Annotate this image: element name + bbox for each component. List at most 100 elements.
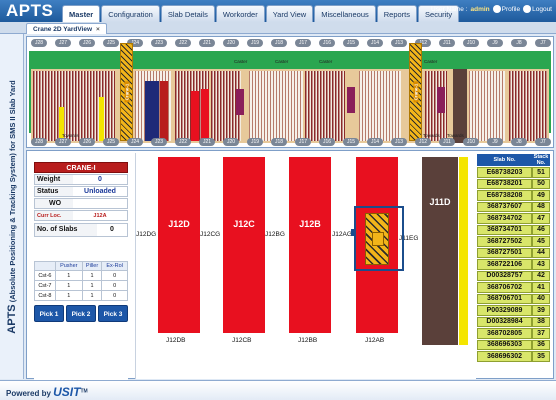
table-cell: 0 [101,270,128,281]
stack-bottom-label: J12BB [298,337,318,344]
logout-label: Logout [532,5,552,13]
info-key: No. of Slabs [35,224,97,236]
powered-by: Powered by USITTM [6,385,88,399]
gap-label: J12BG [265,231,285,238]
table-cell: Cst-8 [34,290,56,301]
crane-1-marker[interactable]: Crane-1 [120,43,133,141]
stack-number: 44 [532,247,550,258]
table-header [34,261,56,271]
yard-overview[interactable]: J28 J27 J26 J25 J24 J23 J22 J21 J20 J19 J18 J17 J16 J… [26,36,554,148]
logout-button[interactable]: Logout [523,5,552,13]
yard-column-label: J24 [127,138,143,146]
slab-row[interactable]: P00329089 39 [477,305,550,316]
crane-2-marker[interactable]: Crane-1 [409,43,422,141]
table-header: Ex-Rol [101,261,128,271]
crane-handle [351,229,356,236]
yard-column-label: J13 [391,39,407,47]
yard-column-label: J14 [367,39,383,47]
slab-row[interactable]: D00328984 38 [477,316,550,327]
stack-j12b[interactable]: J12B [289,157,331,333]
slab-number: 368696302 [477,351,532,362]
tab-reports[interactable]: Reports [376,5,418,22]
tab-workorder[interactable]: Workorder [215,5,265,22]
slab-number: 368727502 [477,236,532,247]
slab-row[interactable]: E68738201 50 [477,178,550,189]
slab-row[interactable]: 368727501 44 [477,247,550,258]
yard-column-label: J13 [391,138,407,146]
info-key: Status [35,187,73,196]
gap-label: J11EG [399,235,419,242]
slab-number: 368734702 [477,213,532,224]
side-title-text: APTS (Absolute Positioning & Tracking Sy… [6,80,18,333]
slab-row[interactable]: 368734701 46 [477,224,550,235]
tab-yard-view[interactable]: Yard View [265,5,314,22]
slab-row[interactable]: 368706701 40 [477,293,550,304]
side-title-brand: APTS [5,303,18,334]
main-nav: Master Configuration Slab Details Workor… [62,5,460,22]
slab-row[interactable]: 368706702 41 [477,282,550,293]
info-row-status: Status Unloaded [34,186,128,197]
tab-master[interactable]: Master [62,5,101,22]
stack-label: J12B [299,219,321,229]
table-cell: Cst-6 [34,270,56,281]
tab-crane-2d-yardview[interactable]: Crane 2D YardView × [26,23,107,34]
slab-number: D00328984 [477,316,532,327]
gap-label: J12AG [332,231,352,238]
profile-button[interactable]: Profile [492,5,520,13]
close-icon[interactable]: × [96,26,100,33]
slab-row[interactable]: 368696302 35 [477,351,550,362]
yard-column-label: J26 [79,39,95,47]
caster-label: Caster [234,59,248,64]
towards-label: Towards [62,133,79,138]
slab-number: 368727501 [477,247,532,258]
slab-row[interactable]: 368727502 45 [477,236,550,247]
yard-column-label: J18 [271,39,287,47]
pick-3-button[interactable]: Pick 3 [98,305,128,322]
yard-column-label: J19 [247,138,263,146]
yard-column-label: J16 [319,138,335,146]
info-value: Unloaded [73,187,127,196]
slab-row[interactable]: 368737607 48 [477,201,550,212]
towards-label: Towards [447,133,464,138]
crane-detail-panel: CRANE-I Weight 0 Status Unloaded WO Curr… [26,150,554,384]
slab-row[interactable]: E68738203 51 [477,167,550,178]
yard-column-label: J7 [535,39,551,47]
slab-number: 368706702 [477,282,532,293]
slab-number: 368702805 [477,328,532,339]
slab-row[interactable]: 368734702 47 [477,213,550,224]
caster-table: Pusher Piller Ex-Rol Cst-6 1 1 0 Cst-7 1… [34,261,128,301]
yard-column-label: J11 [439,39,455,47]
tab-security[interactable]: Security [418,5,460,22]
gap-label: J12CG [200,231,221,238]
stack-j12c[interactable]: J12C [223,157,265,333]
pick-1-button[interactable]: Pick 1 [34,305,64,322]
slab-rows [305,71,345,141]
slab-row[interactable]: D00328757 42 [477,270,550,281]
crane-position-box[interactable] [351,206,404,271]
tab-configuration[interactable]: Configuration [101,5,160,22]
slab-number: E68738203 [477,167,532,178]
slab-row[interactable]: 368702805 37 [477,328,550,339]
slab-table: Slab No. Stack No. E68738203 51 E68738201 5… [477,153,550,363]
caster-label: Caster [275,59,289,64]
slab-number: P00329089 [477,305,532,316]
info-row-curr-loc: Curr Loc. J12A [34,210,128,221]
stack-number: 47 [532,213,550,224]
slab-number: 368706701 [477,293,532,304]
pick-2-button[interactable]: Pick 2 [66,305,96,322]
slab-row[interactable]: 368722106 43 [477,259,550,270]
tab-miscellaneous[interactable]: Miscellaneous [314,5,376,22]
yard-column-label: J8 [511,138,527,146]
crane-icon [365,213,389,265]
stack-j11d[interactable]: J11D [422,157,458,345]
stack-j12d[interactable]: J12D [158,157,200,333]
subtab-label: Crane 2D YardView [33,26,93,33]
slab-row[interactable]: E68738208 49 [477,190,550,201]
info-row-weight: Weight 0 [34,174,128,185]
stack-number: 35 [532,351,550,362]
tab-slab-details[interactable]: Slab Details [160,5,215,22]
stack-label: J12C [233,219,255,229]
yard-column-label: J16 [319,39,335,47]
slab-row[interactable]: 368696303 36 [477,339,550,350]
slab-tag [437,87,445,113]
